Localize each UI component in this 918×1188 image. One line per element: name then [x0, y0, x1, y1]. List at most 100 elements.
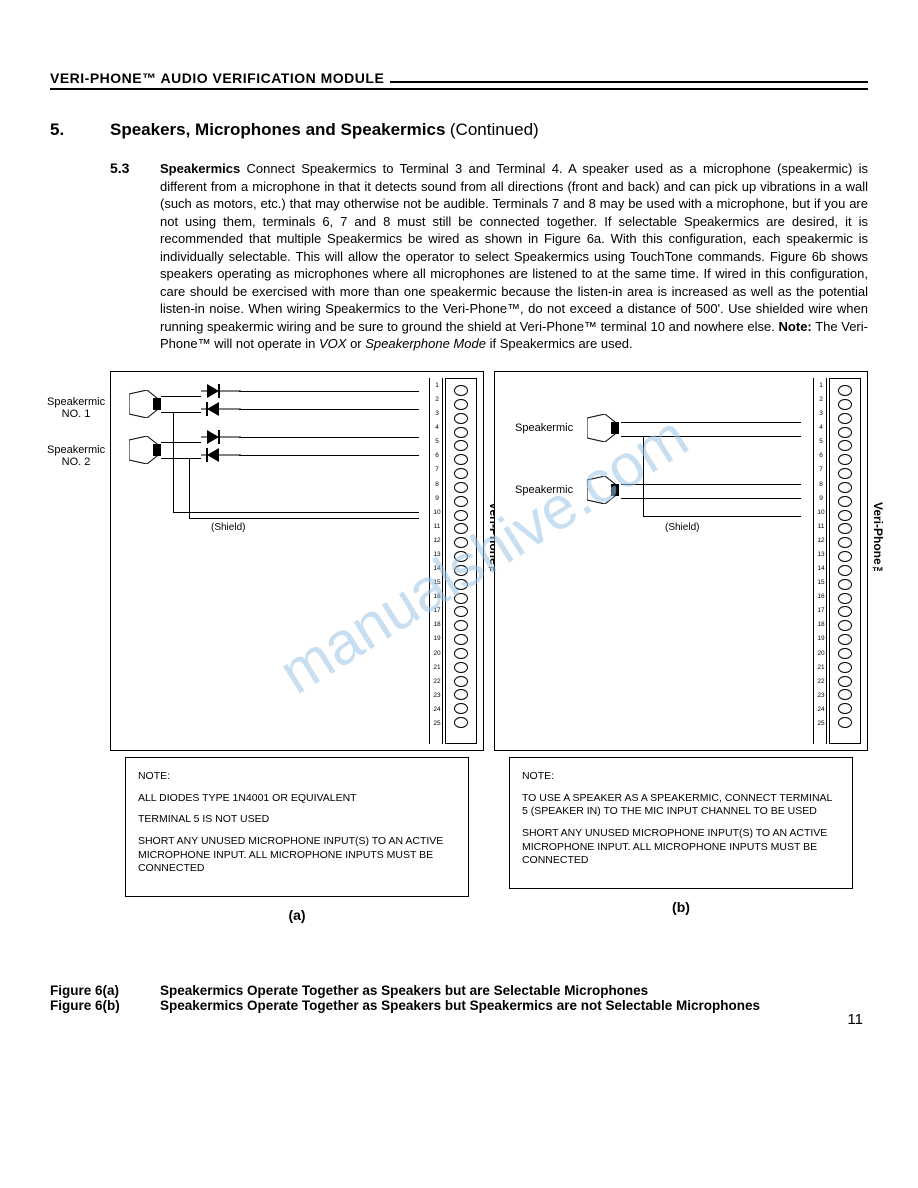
terminal-circle — [454, 523, 468, 534]
terminal-circle — [454, 717, 468, 728]
figure-captions: Figure 6(a) Speakermics Operate Together… — [50, 983, 868, 1013]
caption-a: (a) — [288, 907, 305, 923]
terminal-circle — [838, 427, 852, 438]
section-heading: 5. Speakers, Microphones and Speakermics… — [50, 120, 868, 140]
terminal-number: 3 — [815, 410, 827, 417]
terminal-circle — [838, 537, 852, 548]
terminal-circle — [838, 468, 852, 479]
terminal-circle — [454, 676, 468, 687]
terminal-number: 6 — [431, 452, 443, 459]
subsection-title: Speakermics — [160, 161, 240, 176]
terminal-number: 13 — [431, 551, 443, 558]
wire — [239, 391, 419, 392]
note-box-b: NOTE: TO USE A SPEAKER AS A SPEAKERMIC, … — [509, 757, 853, 889]
or-text: or — [350, 336, 365, 351]
terminal-number: 14 — [815, 565, 827, 572]
terminal-number: 7 — [431, 466, 443, 473]
terminal-circle — [838, 440, 852, 451]
page-number: 11 — [847, 1011, 863, 1028]
speakermic2-label: SpeakermicNO. 2 — [47, 444, 105, 468]
terminal-number: 6 — [815, 452, 827, 459]
terminal-number: 19 — [431, 635, 443, 642]
wire — [161, 458, 201, 459]
terminal-number: 13 — [815, 551, 827, 558]
vox-mode: VOX — [319, 336, 346, 351]
terminal-circle — [838, 606, 852, 617]
note-b-line2: SHORT ANY UNUSED MICROPHONE INPUT(S) TO … — [522, 827, 840, 868]
terminal-strip-b — [829, 378, 861, 744]
terminal-circle — [838, 523, 852, 534]
terminal-circle — [838, 703, 852, 714]
terminal-circle — [838, 385, 852, 396]
note-text2: if Speakermics are used. — [490, 336, 633, 351]
diagram-b: 1234567891011121314151617181920212223242… — [494, 371, 868, 751]
section-number: 5. — [50, 120, 110, 140]
terminal-number: 11 — [815, 523, 827, 530]
subsection-number: 5.3 — [110, 160, 160, 353]
figure-6a-caption: Figure 6(a) Speakermics Operate Together… — [50, 983, 868, 998]
figure-6b-caption: Figure 6(b) Speakermics Operate Together… — [50, 998, 868, 1013]
terminal-circle — [838, 482, 852, 493]
terminal-numbers-a: 1234567891011121314151617181920212223242… — [429, 378, 443, 744]
terminal-number: 2 — [431, 396, 443, 403]
terminal-circle — [838, 551, 852, 562]
wire — [621, 422, 801, 423]
wire — [189, 518, 419, 519]
diode-icon — [201, 428, 241, 446]
terminal-number: 17 — [431, 607, 443, 614]
terminal-circle — [838, 579, 852, 590]
terminal-number: 10 — [815, 509, 827, 516]
shield-label-a: (Shield) — [211, 522, 245, 533]
terminal-number: 23 — [431, 692, 443, 699]
terminal-number: 12 — [815, 537, 827, 544]
terminal-number: 25 — [815, 720, 827, 727]
terminal-circle — [838, 399, 852, 410]
terminal-circle — [454, 468, 468, 479]
diode-icon — [201, 400, 241, 418]
fig-a-text: Speakermics Operate Together as Speakers… — [160, 983, 648, 998]
terminal-circle — [454, 579, 468, 590]
note-title-a: NOTE: — [138, 770, 456, 784]
terminal-circle — [838, 676, 852, 687]
terminal-circle — [838, 717, 852, 728]
terminal-number: 14 — [431, 565, 443, 572]
terminal-number: 20 — [815, 650, 827, 657]
terminal-number: 22 — [431, 678, 443, 685]
terminal-circle — [454, 565, 468, 576]
wire — [173, 412, 174, 512]
wire — [643, 516, 801, 517]
header-title: VERI-PHONE™ AUDIO VERIFICATION MODULE — [50, 70, 384, 86]
document-header: VERI-PHONE™ AUDIO VERIFICATION MODULE — [50, 70, 868, 90]
terminal-circle — [454, 427, 468, 438]
wire — [643, 436, 644, 516]
terminal-circle — [454, 496, 468, 507]
terminal-circle — [838, 413, 852, 424]
terminal-number: 11 — [431, 523, 443, 530]
terminal-circle — [454, 703, 468, 714]
fig-b-label: Figure 6(b) — [50, 998, 160, 1013]
terminal-circle — [838, 648, 852, 659]
wire — [161, 396, 201, 397]
terminal-number: 9 — [815, 495, 827, 502]
speakermic1-label: SpeakermicNO. 1 — [47, 396, 105, 420]
terminal-number: 21 — [431, 664, 443, 671]
header-rule — [390, 81, 868, 83]
speakermic-b1-label: Speakermic — [515, 422, 573, 434]
terminal-number: 15 — [431, 579, 443, 586]
diagram-a: 1234567891011121314151617181920212223242… — [110, 371, 484, 751]
terminal-circle — [454, 648, 468, 659]
fig-b-text: Speakermics Operate Together as Speakers… — [160, 998, 760, 1013]
subsection: 5.3 Speakermics Connect Speakermics to T… — [110, 160, 868, 353]
terminal-number: 5 — [431, 438, 443, 445]
diode-icon — [201, 382, 241, 400]
terminal-circle — [838, 689, 852, 700]
terminal-circle — [454, 482, 468, 493]
wire — [189, 458, 190, 518]
speakermic-b2-label: Speakermic — [515, 484, 573, 496]
terminal-number: 1 — [431, 382, 443, 389]
wire — [239, 455, 419, 456]
terminal-number: 2 — [815, 396, 827, 403]
wire — [621, 436, 801, 437]
wire — [161, 412, 201, 413]
terminal-number: 10 — [431, 509, 443, 516]
